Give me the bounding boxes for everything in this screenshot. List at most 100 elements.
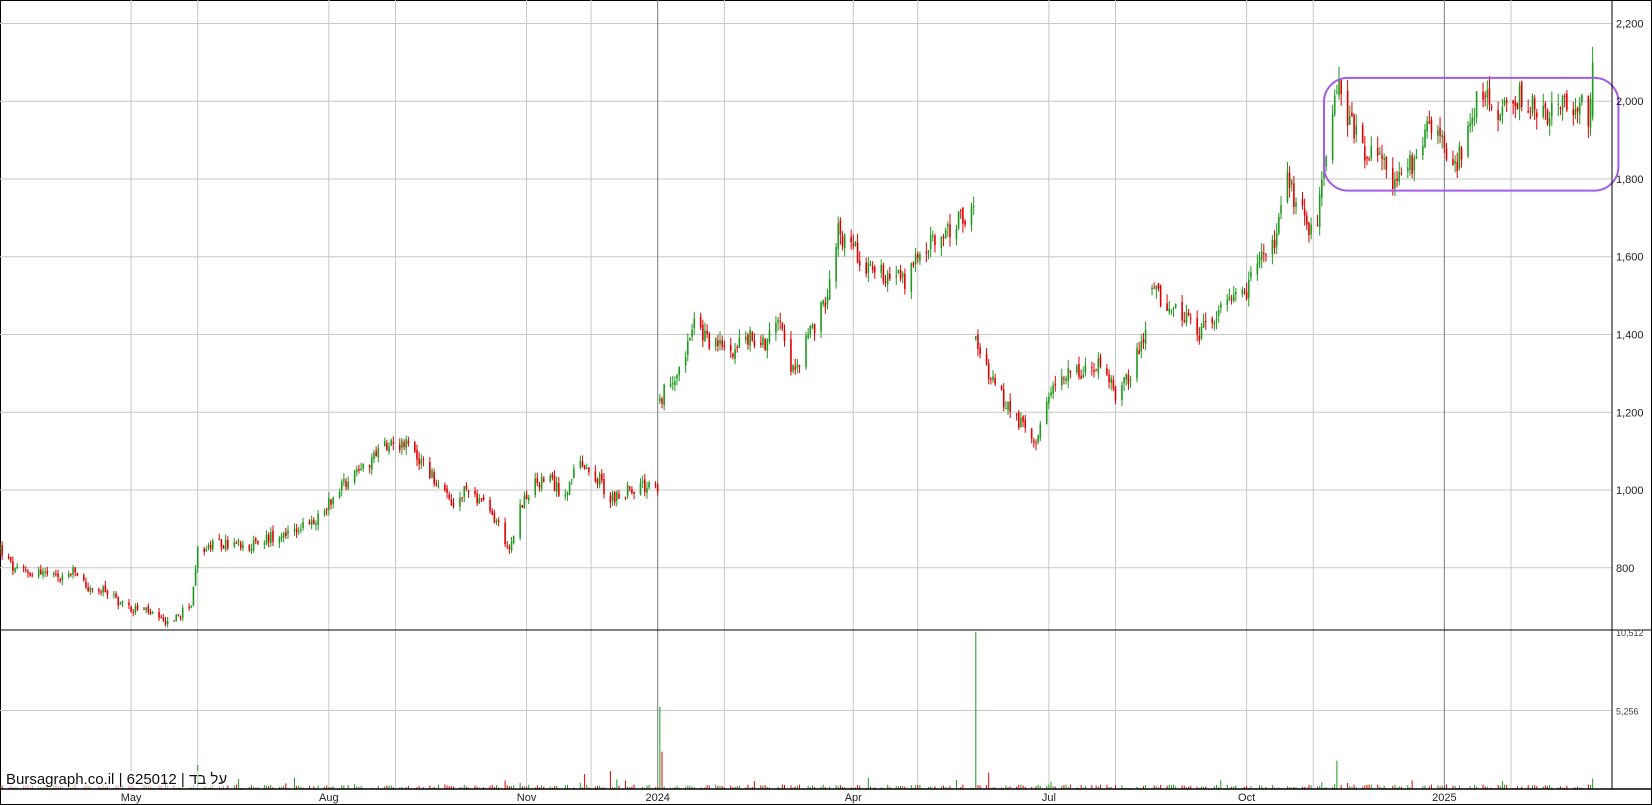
candle-body bbox=[272, 530, 274, 542]
candle-body bbox=[841, 236, 844, 247]
candle-body bbox=[1398, 172, 1401, 182]
candle-body bbox=[555, 482, 558, 492]
candle-body bbox=[386, 443, 388, 450]
candle-body bbox=[1546, 109, 1549, 125]
candle-body bbox=[136, 605, 139, 610]
candle-body bbox=[990, 378, 992, 380]
candle-body bbox=[250, 548, 253, 551]
candle-body bbox=[856, 242, 859, 263]
candle-body bbox=[880, 264, 883, 273]
candle-body bbox=[1428, 121, 1431, 124]
candle-body bbox=[534, 478, 536, 496]
candle-body bbox=[282, 533, 285, 538]
candle-body bbox=[732, 353, 734, 357]
candle-body bbox=[624, 496, 627, 498]
candle-body bbox=[1140, 341, 1143, 352]
candle-body bbox=[738, 337, 741, 349]
candle-body bbox=[196, 547, 199, 568]
candle-body bbox=[972, 206, 975, 208]
candle-body bbox=[465, 485, 468, 489]
watermark-security-id: 625012 bbox=[126, 771, 177, 788]
candle-body bbox=[1572, 109, 1575, 116]
candle-body bbox=[390, 440, 392, 446]
candle-body bbox=[1060, 376, 1063, 386]
candle-body bbox=[459, 497, 461, 507]
candle-body bbox=[654, 484, 657, 486]
candle-body bbox=[418, 458, 420, 465]
candle-body bbox=[1484, 95, 1486, 97]
candle-body bbox=[764, 338, 766, 350]
candle-body bbox=[1286, 171, 1289, 202]
candle-body bbox=[1353, 114, 1355, 139]
candle-body bbox=[160, 617, 162, 619]
price-tick-label: 1,200 bbox=[1616, 407, 1644, 419]
candle-body bbox=[985, 353, 988, 364]
candle-body bbox=[358, 468, 360, 471]
candle-body bbox=[901, 273, 904, 277]
candle-body bbox=[270, 532, 272, 544]
candle-body bbox=[1129, 379, 1132, 382]
candle-body bbox=[263, 543, 266, 545]
candle-body bbox=[405, 439, 408, 449]
candle-body bbox=[927, 250, 930, 252]
candle-body bbox=[40, 569, 42, 574]
candle-body bbox=[1002, 389, 1005, 408]
candle-body bbox=[895, 275, 898, 278]
candle-body bbox=[295, 528, 298, 533]
candle-body bbox=[1228, 295, 1231, 301]
candle-body bbox=[1544, 103, 1547, 109]
candle-body bbox=[1084, 365, 1087, 373]
candle-body bbox=[987, 363, 990, 380]
candle-body bbox=[1529, 116, 1532, 118]
candle-body bbox=[618, 493, 620, 499]
month-tick-label: 2024 bbox=[645, 792, 669, 804]
candle-body bbox=[1093, 370, 1095, 373]
candle-body bbox=[949, 224, 951, 238]
range-box bbox=[1322, 76, 1620, 192]
candle-body bbox=[1527, 110, 1529, 113]
candle-body bbox=[1153, 287, 1155, 289]
candle-body bbox=[523, 495, 526, 509]
candle-body bbox=[1576, 107, 1579, 112]
candle-body bbox=[429, 462, 431, 479]
candle-body bbox=[353, 470, 356, 483]
candle-body bbox=[476, 493, 478, 504]
candle-body bbox=[1391, 168, 1394, 190]
candle-body bbox=[736, 347, 739, 349]
candle-body bbox=[626, 484, 629, 497]
candle-body bbox=[489, 499, 491, 512]
candle-body bbox=[1000, 386, 1003, 390]
candle-body bbox=[1424, 129, 1426, 148]
candle-body bbox=[699, 316, 702, 328]
candle-body bbox=[113, 594, 115, 596]
candle-body bbox=[87, 587, 89, 591]
candle-body bbox=[723, 345, 726, 348]
candle-body bbox=[1338, 78, 1340, 96]
candle-body bbox=[1303, 208, 1306, 216]
candle-body bbox=[1, 545, 3, 556]
candle-body bbox=[1174, 304, 1177, 308]
candle-body bbox=[1035, 442, 1037, 444]
candle-body bbox=[29, 572, 31, 576]
candle-body bbox=[570, 479, 573, 481]
candle-body bbox=[1121, 384, 1123, 400]
candle-body bbox=[1127, 374, 1130, 384]
candle-body bbox=[203, 548, 205, 553]
candle-body bbox=[14, 568, 16, 572]
candle-body bbox=[1091, 367, 1093, 369]
candle-body bbox=[416, 449, 418, 460]
candle-body bbox=[1110, 378, 1113, 383]
candle-body bbox=[1275, 233, 1278, 247]
candle-body bbox=[869, 264, 872, 266]
candle-body bbox=[843, 234, 846, 249]
candle-body bbox=[964, 220, 966, 225]
candle-body bbox=[940, 237, 943, 249]
candle-body bbox=[934, 235, 936, 246]
candle-body bbox=[912, 263, 915, 266]
candle-body bbox=[1067, 367, 1070, 381]
candle-body bbox=[1587, 95, 1590, 127]
watermark-security-name: על בד bbox=[188, 771, 228, 788]
candle-body bbox=[579, 460, 582, 468]
candle-body bbox=[977, 334, 979, 349]
candle-body bbox=[1258, 257, 1261, 265]
